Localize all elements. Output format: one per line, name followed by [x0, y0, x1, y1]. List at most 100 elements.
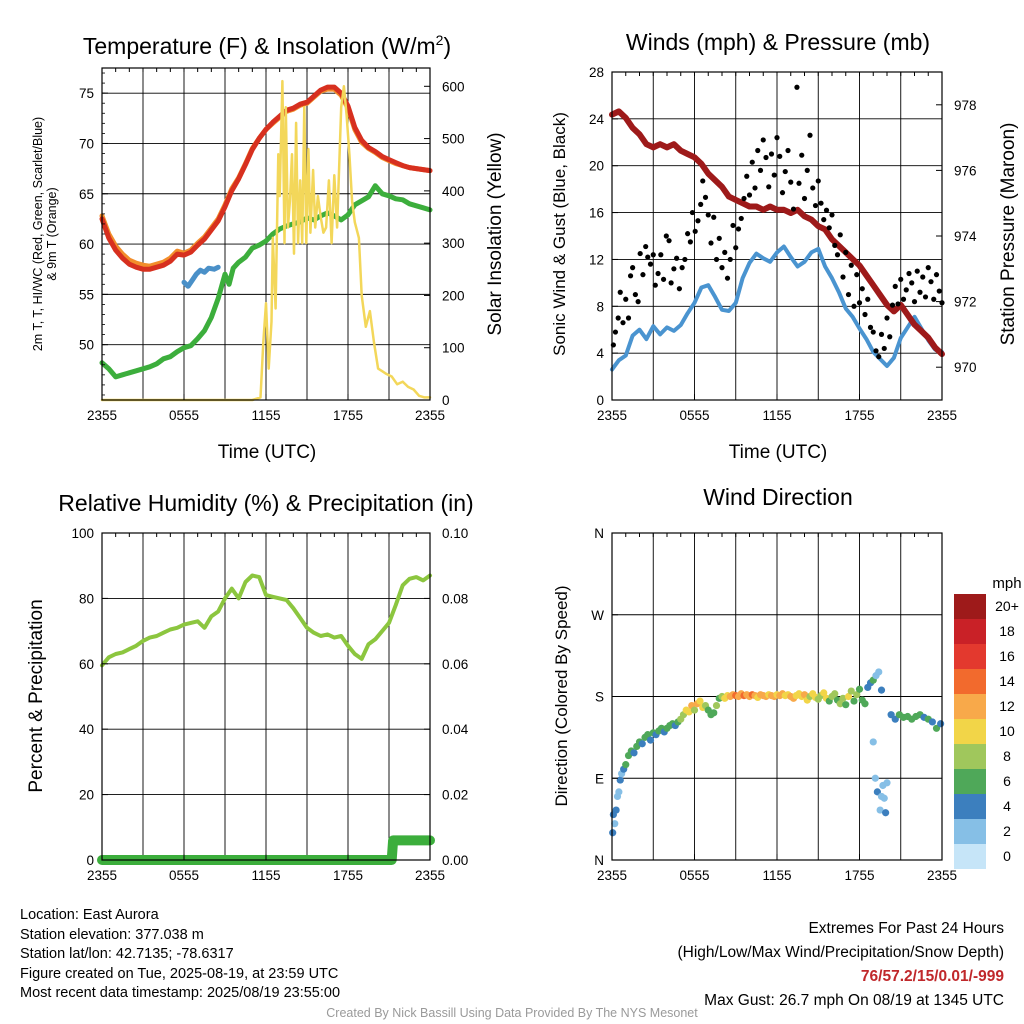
credit-line: Created By Nick Bassill Using Data Provi… — [326, 1006, 698, 1020]
gust-point — [727, 256, 733, 263]
wind_direction-xtick-label: 1755 — [844, 868, 874, 883]
winds-y2tick-label: 976 — [954, 163, 977, 178]
legend-label: 20+ — [995, 598, 1019, 614]
gust-point — [876, 354, 882, 360]
gust-point — [679, 265, 685, 271]
humidity-ytick-label: 20 — [79, 788, 94, 803]
gust-point — [746, 192, 753, 198]
winds-grid — [612, 72, 942, 400]
gust-point — [689, 209, 696, 216]
legend-swatch — [954, 769, 986, 794]
temperature-series-line-1 — [99, 84, 433, 272]
gust-point — [917, 289, 923, 295]
legend-swatch — [954, 669, 986, 694]
gust-point — [848, 262, 854, 268]
gust-point — [898, 276, 904, 282]
gust-point — [668, 280, 674, 286]
gust-point — [834, 252, 841, 258]
gust-point — [685, 231, 691, 237]
legend-swatch — [954, 619, 986, 644]
humidity-ylabel-left: Percent & Precipitation — [26, 599, 47, 792]
winds-xtick-label: 2355 — [927, 408, 957, 423]
gust-point — [612, 329, 619, 335]
winds-xtick-label: 1755 — [844, 408, 874, 423]
humidity-xtick-label: 1155 — [251, 868, 280, 883]
winds-ylabel-left: Sonic Wind & Gust (Blue, Black) — [550, 112, 569, 356]
temperature-xtick-label: 2355 — [415, 408, 445, 423]
gust-point — [749, 159, 755, 165]
legend-swatch — [954, 819, 986, 844]
gust-point — [892, 283, 898, 289]
direction-point — [616, 776, 624, 784]
humidity-xtick-label: 2355 — [87, 868, 117, 883]
direction-point — [611, 820, 619, 828]
gust-point — [658, 252, 664, 258]
humidity-series-line-0 — [100, 573, 432, 668]
gust-point — [741, 195, 747, 202]
humidity-ytick-label: 40 — [79, 722, 94, 737]
gust-point — [821, 217, 827, 223]
gust-point — [790, 206, 797, 212]
winds-xtick-label: 2355 — [597, 408, 627, 423]
gust-point — [785, 147, 791, 154]
direction-point — [877, 686, 886, 694]
legend-swatch — [954, 844, 986, 869]
winds-ytick-label: 28 — [589, 65, 604, 80]
legend-swatch — [954, 694, 986, 719]
gust-point — [687, 239, 693, 245]
gust-point — [752, 185, 758, 191]
gust-point — [763, 154, 769, 161]
winds-ytick-label: 24 — [589, 112, 605, 127]
speed-legend: 20+ 18 16 14 12 10 8 6 4 2 0 — [954, 594, 1019, 869]
gust-point — [760, 137, 766, 143]
gust-point — [698, 201, 704, 207]
gust-point — [911, 299, 918, 305]
extremes-values: 76/57.2/15/0.01/-999 — [860, 968, 1004, 985]
gust-point — [812, 202, 819, 209]
legend-swatch — [954, 744, 986, 769]
gust-point — [881, 345, 887, 352]
temperature-xlabel: Time (UTC) — [218, 442, 317, 463]
temperature-ytick-label: 55 — [79, 287, 94, 302]
winds-ytick-label: 20 — [589, 159, 604, 174]
direction-point — [882, 809, 890, 817]
direction-point — [612, 806, 620, 814]
gust-point — [928, 279, 934, 285]
wind_direction-xtick-label: 2355 — [597, 868, 627, 883]
gust-point — [829, 212, 835, 218]
wind-direction-title: Wind Direction — [703, 484, 853, 510]
direction-point — [937, 720, 945, 728]
direction-point — [800, 691, 809, 699]
direction-point — [847, 687, 855, 695]
gust-point — [914, 268, 920, 274]
gust-point — [815, 178, 821, 184]
gust-point — [650, 252, 656, 258]
humidity-grid — [102, 533, 430, 860]
gust-point — [826, 225, 832, 231]
direction-point — [875, 668, 883, 676]
gust-point — [807, 132, 813, 138]
gust-point — [705, 212, 711, 218]
station-info: Location: East Aurora Station elevation:… — [20, 906, 340, 1004]
legend-label: 4 — [1003, 798, 1011, 814]
temperature-ylabel-left-line1: 2m T, T, HI/WC (Red, Green, Scarlet/Blue… — [31, 117, 45, 351]
winds-y2tick-label: 974 — [954, 229, 977, 244]
wind_direction-ytick-label: N — [594, 853, 604, 868]
wind_direction-ytick-label: N — [594, 526, 604, 541]
gust-point — [936, 288, 942, 294]
gust-point — [909, 280, 915, 286]
temperature-y2tick-label: 200 — [442, 288, 465, 303]
gust-point — [645, 254, 651, 260]
humidity-ytick-label: 100 — [71, 526, 94, 541]
direction-point — [839, 694, 847, 702]
winds-series-line-1 — [609, 108, 945, 358]
gust-point — [887, 334, 893, 340]
direction-point — [638, 740, 646, 748]
winds-ytick-label: 16 — [589, 206, 604, 221]
direction-point — [831, 690, 839, 698]
direction-point — [609, 829, 617, 837]
gust-point — [757, 167, 764, 173]
legend-swatch — [954, 594, 986, 619]
gust-point — [870, 329, 876, 335]
direction-point — [644, 731, 652, 739]
